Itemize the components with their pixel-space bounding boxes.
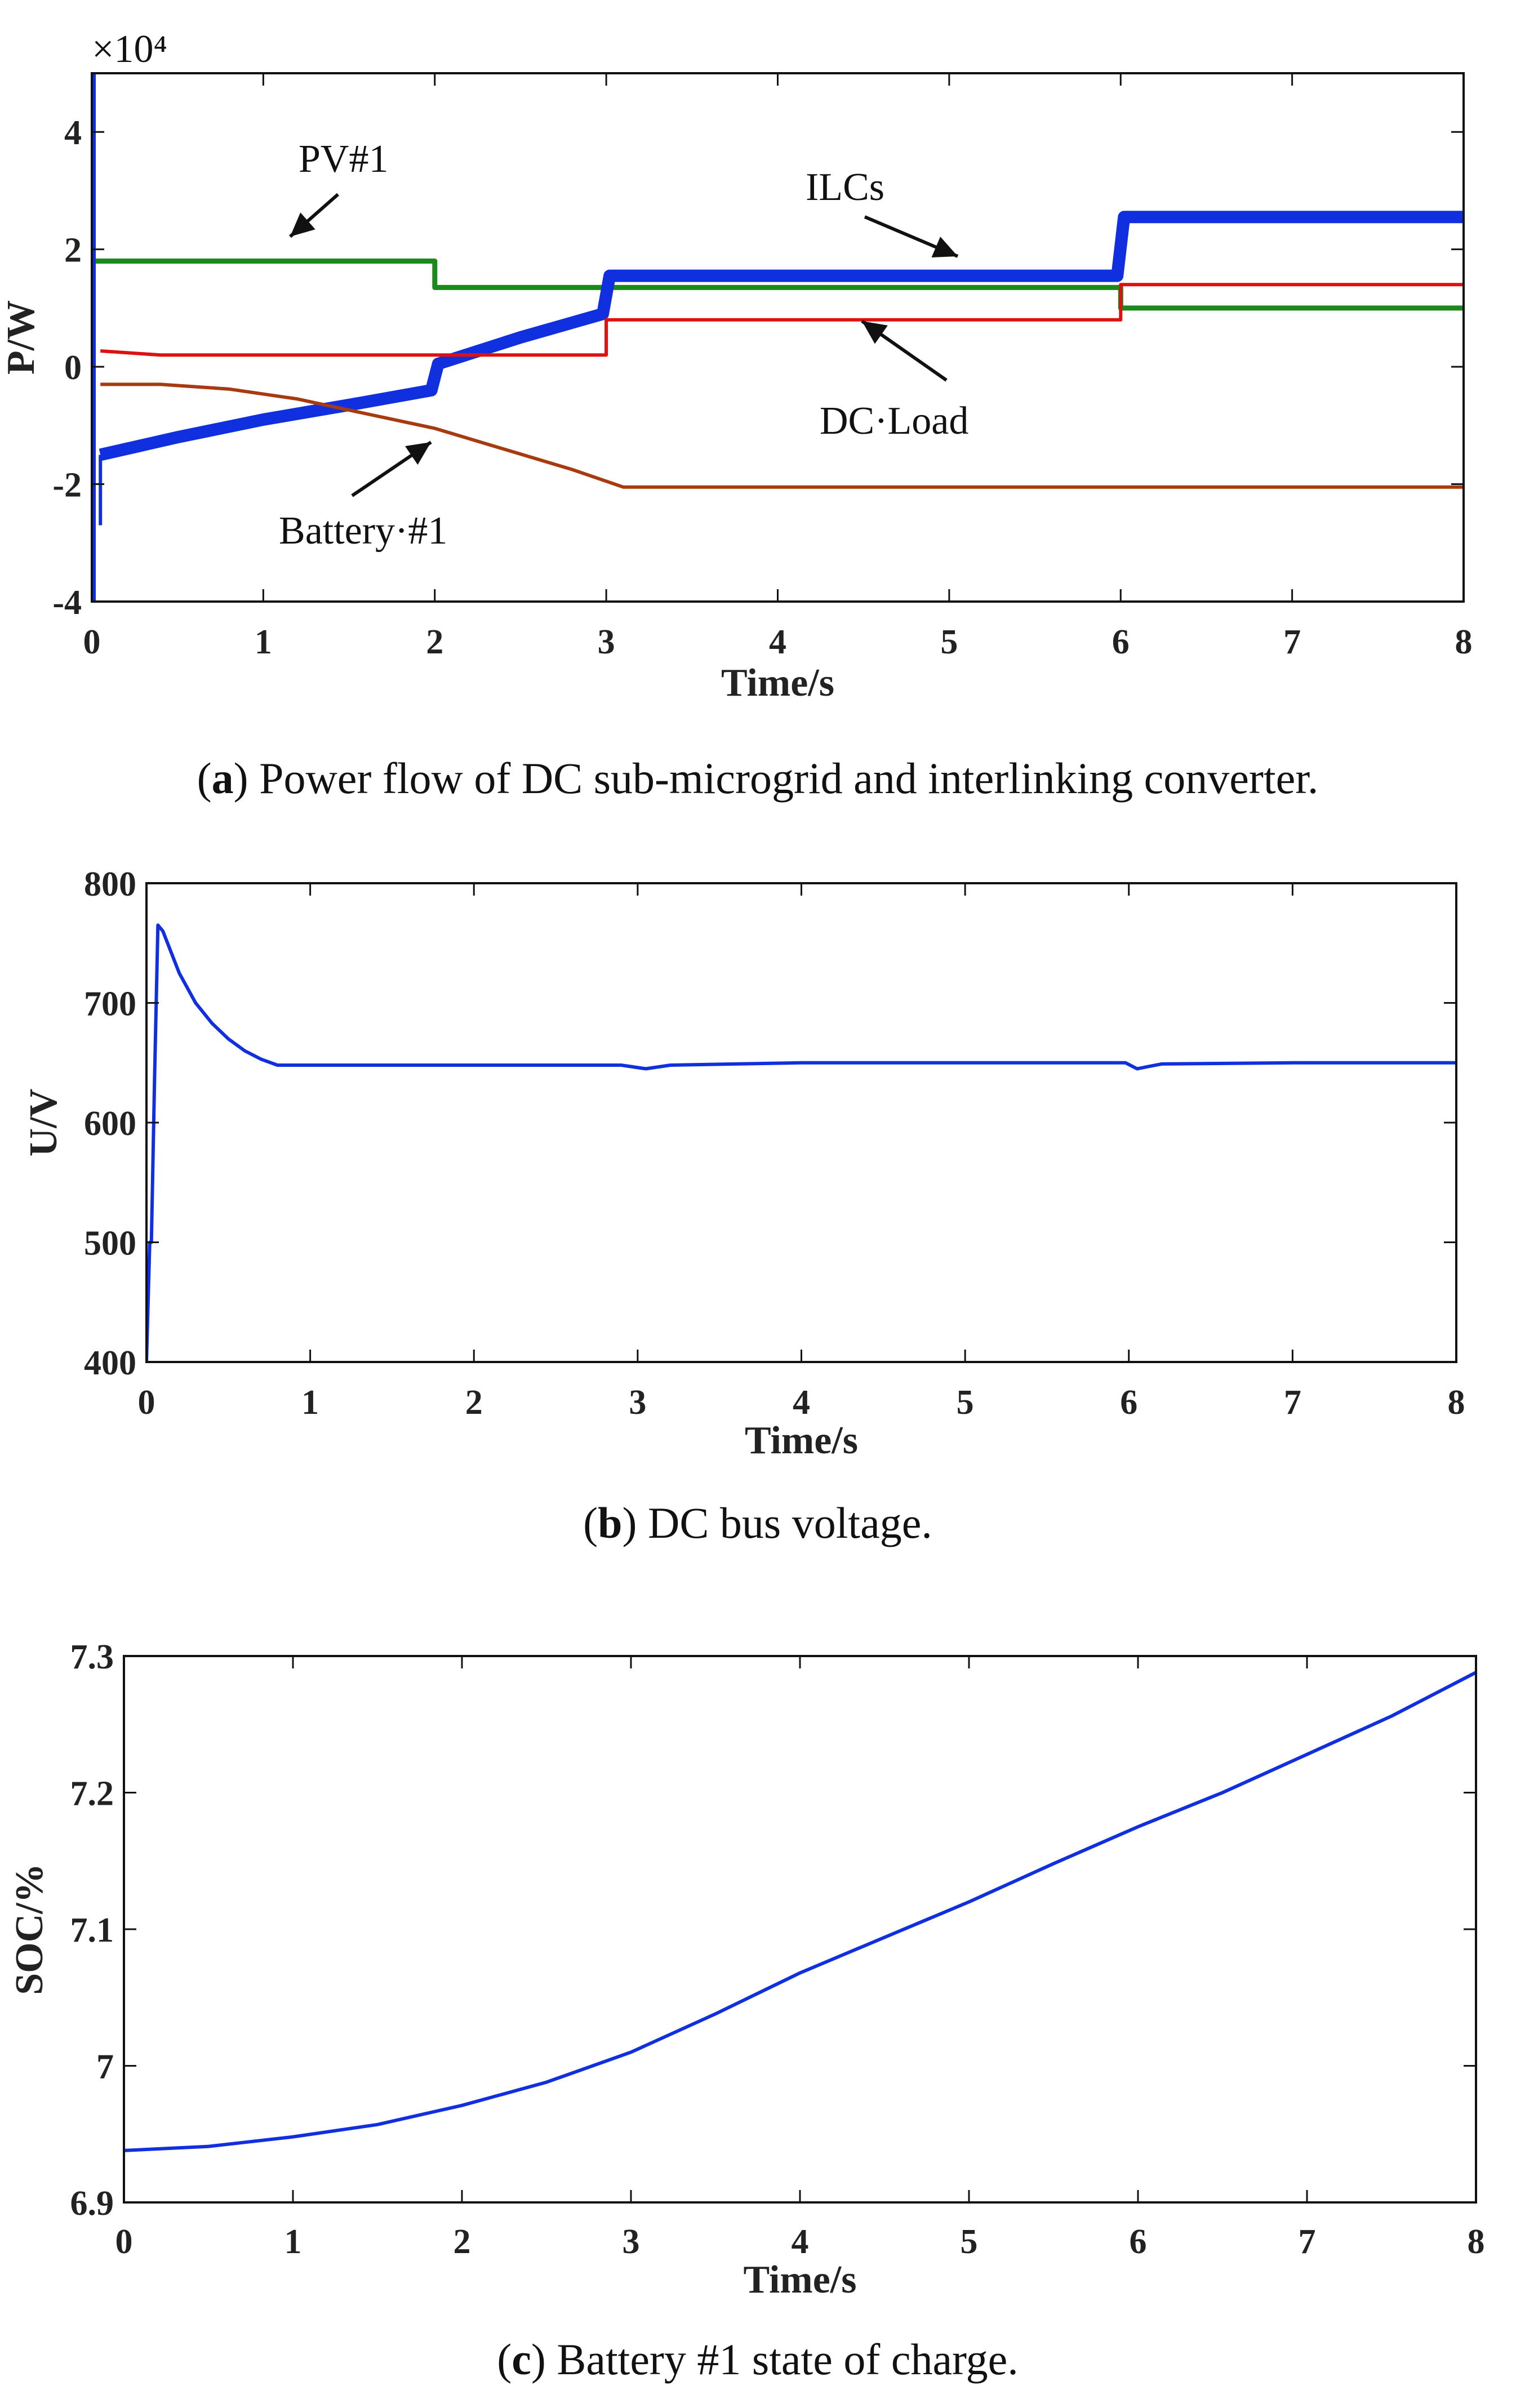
y-tick-label: 600 bbox=[84, 1105, 136, 1143]
y-tick-label: 500 bbox=[84, 1225, 136, 1263]
x-tick-label: 8 bbox=[1455, 623, 1473, 661]
y-tick-label: 7.3 bbox=[70, 1638, 114, 1676]
caption-paren-close: ) bbox=[234, 754, 259, 803]
series-line-battery-1 bbox=[100, 382, 1464, 489]
x-tick-label: 1 bbox=[255, 623, 272, 661]
caption-letter: c bbox=[512, 2335, 531, 2384]
x-tick-label: 3 bbox=[598, 623, 615, 661]
annotation-arrow-head bbox=[862, 321, 888, 344]
x-tick-label: 0 bbox=[115, 2223, 133, 2261]
y-tick-label: -4 bbox=[52, 584, 82, 622]
y-tick-label: 7.2 bbox=[70, 1775, 114, 1813]
y-tick-label: 400 bbox=[84, 1344, 136, 1382]
series-annotation: PV#1 bbox=[299, 137, 388, 181]
x-tick-label: 7 bbox=[1284, 1383, 1301, 1422]
x-tick-label: 8 bbox=[1468, 2223, 1485, 2261]
x-axis-label: Time/s bbox=[744, 2258, 857, 2302]
x-tick-label: 5 bbox=[961, 2223, 978, 2261]
x-tick-label: 8 bbox=[1448, 1383, 1465, 1422]
x-tick-label: 2 bbox=[454, 2223, 471, 2261]
caption-text: Battery #1 state of charge. bbox=[557, 2335, 1018, 2384]
y-tick-label: 7 bbox=[96, 2048, 114, 2086]
x-tick-label: 6 bbox=[1120, 1383, 1137, 1422]
y-tick-label: 6.9 bbox=[70, 2184, 114, 2223]
caption-paren-open: ( bbox=[197, 754, 212, 803]
y-tick-label: -2 bbox=[52, 466, 82, 505]
caption-text: DC bus voltage. bbox=[648, 1498, 932, 1547]
x-tick-label: 0 bbox=[138, 1383, 155, 1422]
caption-paren-open: ( bbox=[583, 1498, 598, 1547]
chart-panel-c: 0 1 2 3 4 5 6 7 8 6.9 7 7.1 7.2 7.3 Time/s SOC/% (c) Bat… bbox=[8, 1638, 1485, 2384]
figure-caption-a: (a) Power flow of DC sub-microgrid and i… bbox=[197, 754, 1319, 803]
figure-caption-b: (b) DC bus voltage. bbox=[583, 1498, 932, 1547]
y-tick-label: 4 bbox=[64, 114, 82, 152]
x-tick-label: 3 bbox=[629, 1383, 646, 1422]
x-axis-label: Time/s bbox=[721, 661, 834, 705]
series-line-dc-load bbox=[100, 283, 1464, 357]
x-tick-label: 4 bbox=[792, 2223, 809, 2261]
caption-paren-close: ) bbox=[623, 1498, 648, 1547]
x-tick-label: 2 bbox=[426, 623, 443, 661]
series-line-ilcs bbox=[99, 211, 1464, 461]
x-tick-label: 7 bbox=[1299, 2223, 1316, 2261]
series-line-dc-bus-voltage bbox=[146, 923, 1456, 1362]
chart-panel-b: 0 1 2 3 4 5 6 7 8 400 500 600 700 800 Time/s U/V (b) DC … bbox=[22, 865, 1465, 1547]
x-axis-label: Time/s bbox=[745, 1419, 858, 1462]
x-tick-label: 6 bbox=[1130, 2223, 1147, 2261]
series-annotation: ILCs bbox=[806, 166, 884, 209]
y-tick-label: 800 bbox=[84, 865, 136, 903]
series-annotation: Battery·#1 bbox=[279, 509, 447, 553]
x-tick-label: 3 bbox=[623, 2223, 640, 2261]
y-tick-label: 0 bbox=[64, 349, 82, 387]
x-tick-label: 5 bbox=[940, 623, 958, 661]
annotation-arrow-head bbox=[931, 237, 958, 258]
y-axis-label: SOC/% bbox=[8, 1863, 51, 1995]
series-annotation: DC·Load bbox=[820, 399, 968, 443]
x-tick-label: 1 bbox=[284, 2223, 302, 2261]
x-tick-label: 4 bbox=[769, 623, 786, 661]
caption-letter: a bbox=[212, 754, 234, 803]
x-tick-label: 4 bbox=[793, 1383, 810, 1422]
x-tick-label: 7 bbox=[1283, 623, 1301, 661]
x-tick-label: 6 bbox=[1112, 623, 1130, 661]
y-axis-label: P/W bbox=[0, 300, 43, 375]
y-tick-label: 2 bbox=[64, 232, 82, 270]
annotation-arrow-head bbox=[290, 212, 315, 237]
figure-caption-c: (c) Battery #1 state of charge. bbox=[497, 2335, 1019, 2384]
x-tick-label: 1 bbox=[301, 1383, 319, 1422]
caption-text: Power flow of DC sub-microgrid and inter… bbox=[259, 754, 1318, 803]
caption-paren-close: ) bbox=[531, 2335, 557, 2384]
y-axis-label: U/V bbox=[22, 1089, 65, 1157]
x-tick-label: 2 bbox=[465, 1383, 483, 1422]
annotation-arrow-head bbox=[405, 442, 431, 465]
y-exponent-label: ×10⁴ bbox=[92, 28, 167, 71]
plot-frame bbox=[145, 882, 1457, 1363]
y-tick-label: 700 bbox=[84, 985, 136, 1023]
y-tick-label: 7.1 bbox=[70, 1911, 114, 1949]
caption-letter: b bbox=[598, 1498, 622, 1547]
series-line-soc bbox=[124, 1671, 1476, 2152]
plot-frame bbox=[123, 1655, 1477, 2204]
x-tick-label: 5 bbox=[957, 1383, 974, 1422]
caption-paren-open: ( bbox=[497, 2335, 512, 2384]
x-tick-label: 0 bbox=[83, 623, 101, 661]
